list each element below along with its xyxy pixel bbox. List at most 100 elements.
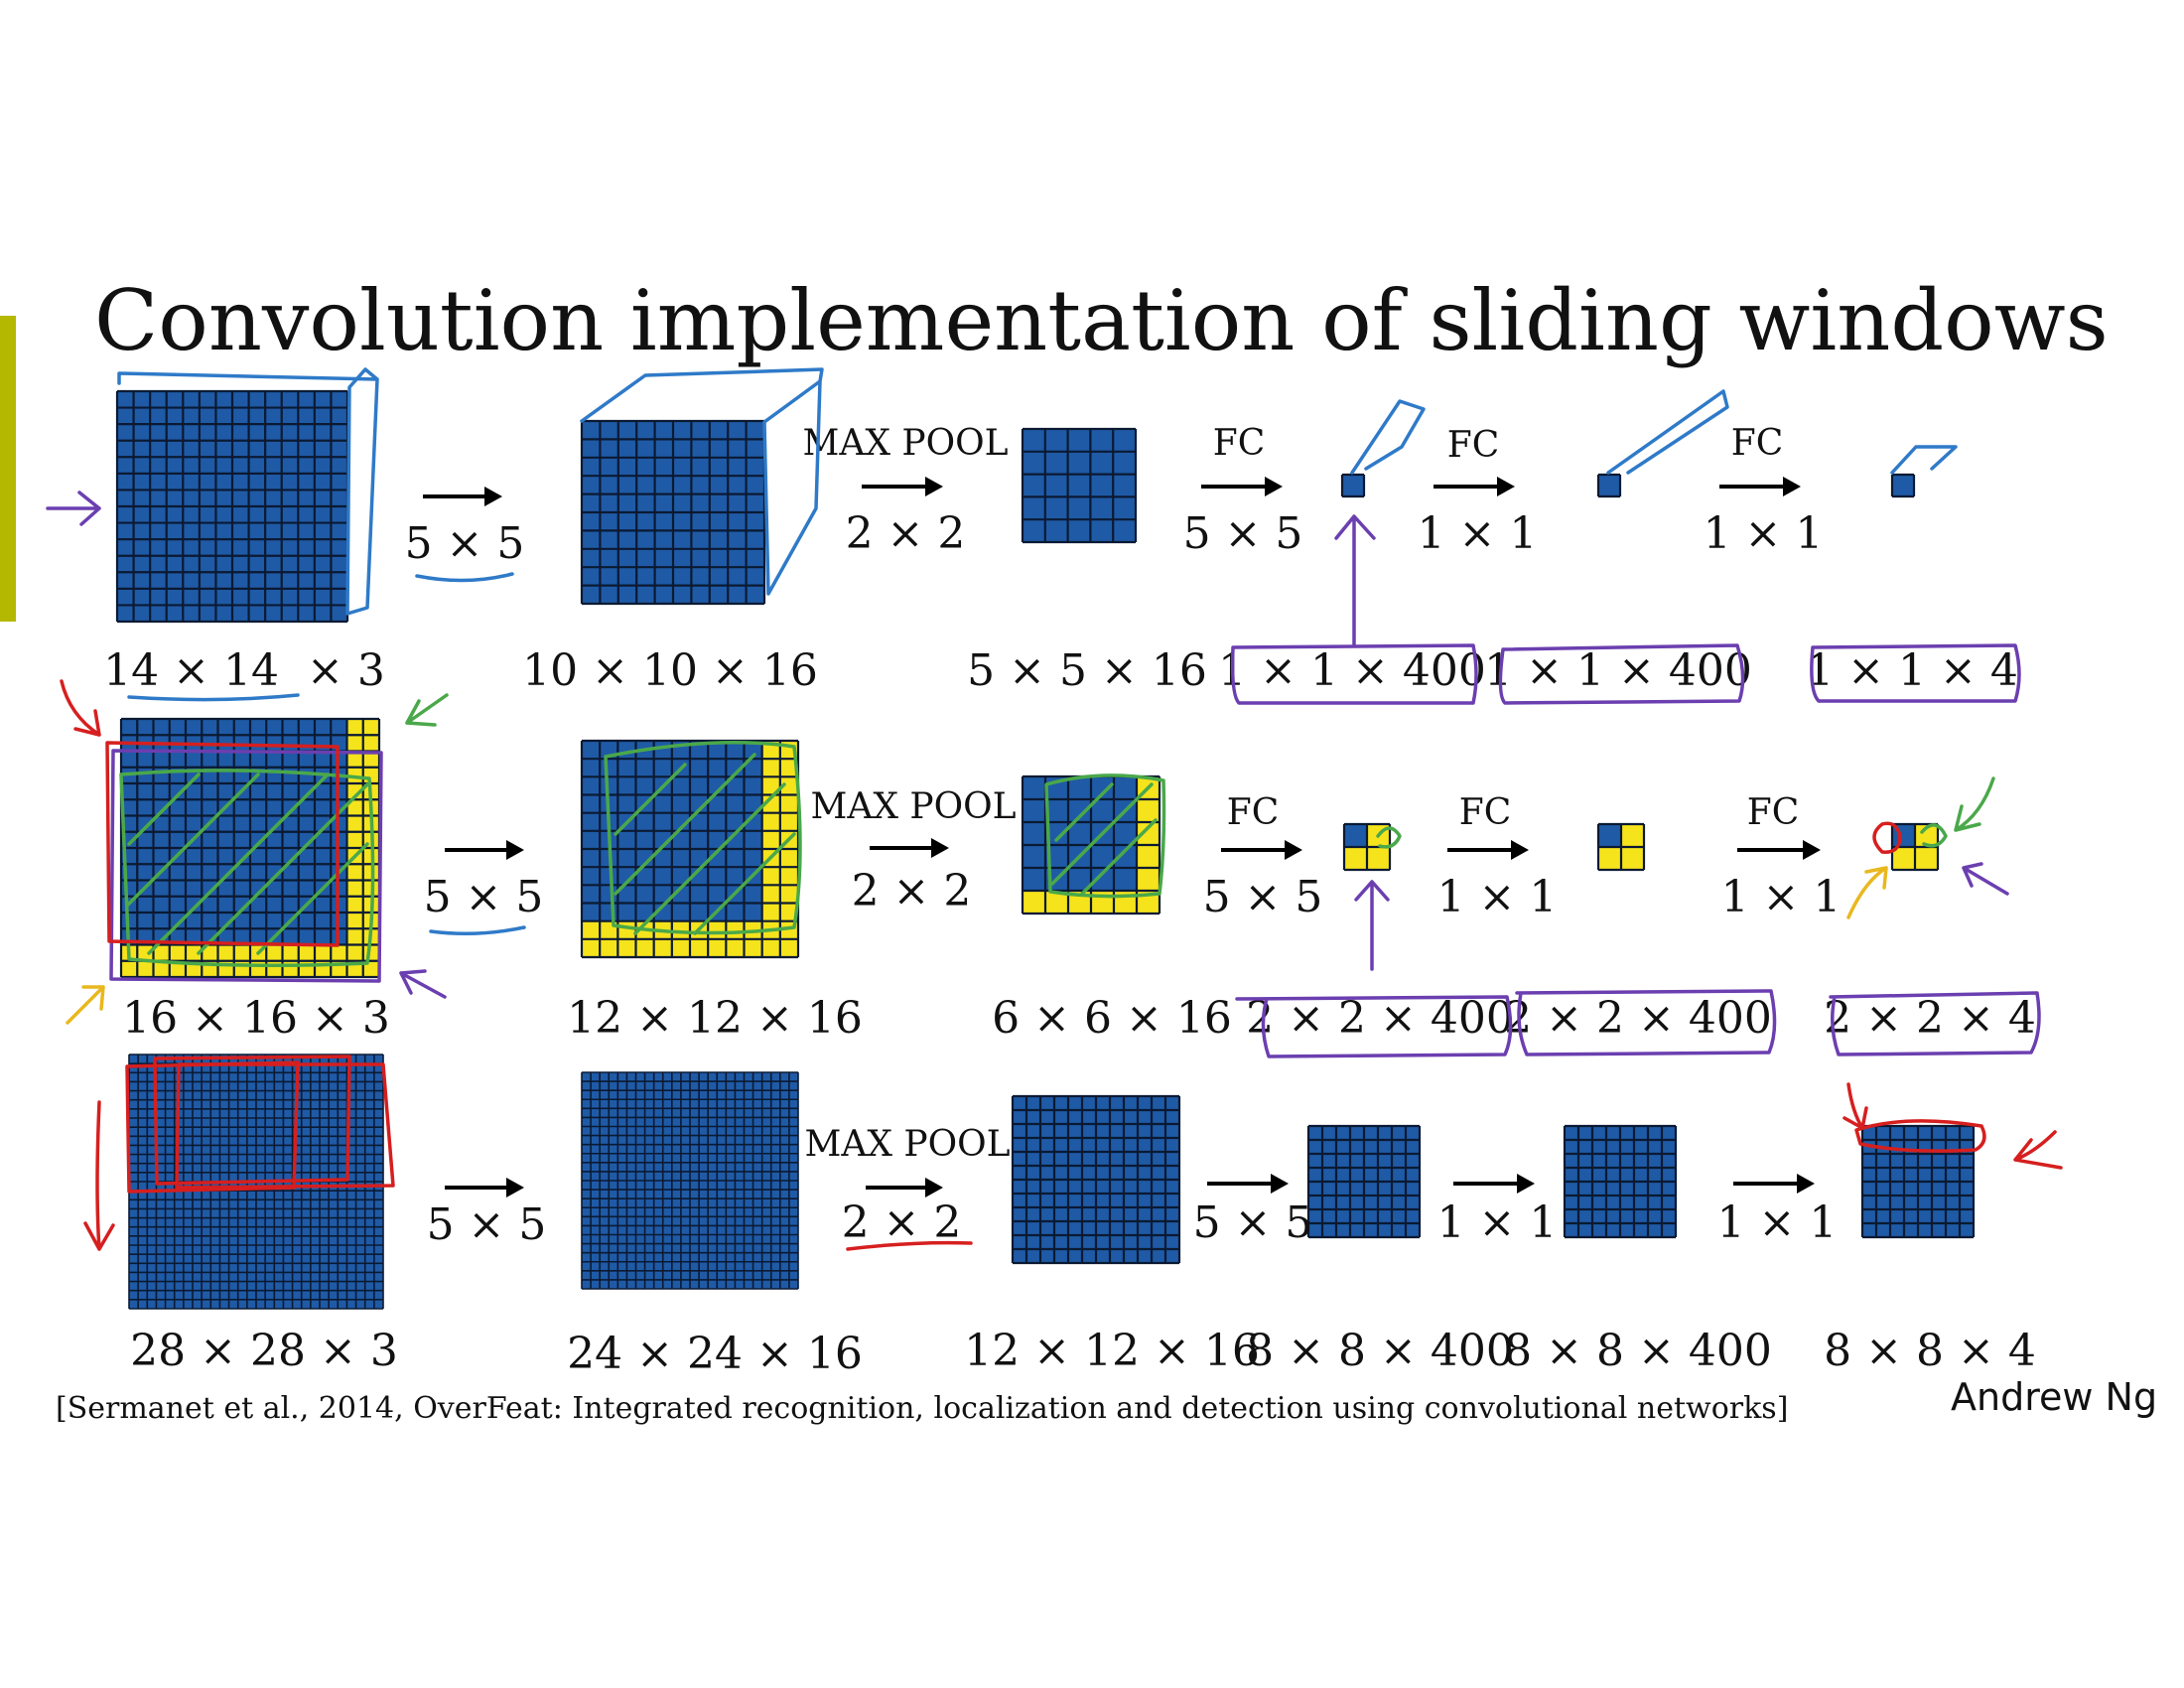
row2-op3-top: FC <box>1227 792 1280 833</box>
row1-pool-grid-fill <box>1023 429 1136 542</box>
row1-arrow-1 <box>423 487 502 506</box>
row3-conv-grid-gridlines <box>581 1071 799 1290</box>
row1-fc1-cell-fill <box>1342 475 1364 496</box>
green-outline-input <box>119 769 375 967</box>
row3-arrow-1 <box>445 1178 524 1197</box>
purple-arrow-row2-right <box>399 969 447 999</box>
row1-out-cell <box>1890 473 1916 498</box>
red-arrow-left-1 <box>60 679 101 737</box>
row1-conv-grid <box>580 419 766 606</box>
row1-op2-label: 2 × 2 <box>846 508 966 559</box>
green-outline-pool <box>1044 774 1166 899</box>
row1-op3-top: FC <box>1213 423 1266 464</box>
row3-out-grid-gridlines <box>1860 1124 1976 1239</box>
row3-arrow-4 <box>1453 1174 1535 1194</box>
row3-dim4: 8 × 8 × 400 <box>1246 1326 1514 1376</box>
row2-op2-top: MAX POOL <box>810 786 1016 827</box>
row1-arrow-3-head <box>1265 477 1283 496</box>
green-outline-conv <box>604 741 802 935</box>
row3-arrow-2 <box>866 1178 943 1197</box>
row1-op2-top: MAX POOL <box>802 423 1008 464</box>
row1-pool-grid-gridlines <box>1021 427 1138 544</box>
green-hatch-pool <box>1050 782 1158 896</box>
green-hatch-conv <box>614 753 796 935</box>
green-circle-2 <box>1920 823 1948 848</box>
row2-dim4: 2 × 2 × 400 <box>1246 993 1514 1044</box>
row1-op4-top: FC <box>1447 425 1500 466</box>
row2-dim5: 2 × 2 × 400 <box>1504 993 1772 1044</box>
green-circle-1 <box>1376 826 1402 849</box>
green-hatch-input <box>125 773 369 955</box>
red-windows-row3-c <box>175 1062 395 1190</box>
row1-dim6: 1 × 1 × 4 <box>1806 645 2018 696</box>
row3-arrow-5 <box>1733 1174 1815 1194</box>
row2-conv-grid <box>580 739 800 959</box>
row2-arrow-4-head <box>1511 840 1529 860</box>
row1-op3-label: 5 × 5 <box>1183 508 1303 559</box>
row1-out-cell-gridlines <box>1890 473 1916 498</box>
row2-arrow-4 <box>1447 840 1529 860</box>
row2-out-grid-gridlines <box>1890 822 1940 872</box>
row3-fc2-grid <box>1563 1124 1678 1239</box>
purple-arrow-left <box>46 491 101 526</box>
row2-dim3: 6 × 6 × 16 <box>992 993 1232 1044</box>
purple-box-2x2x4 <box>1829 991 2041 1056</box>
blue-cube-outline-1 <box>117 367 379 616</box>
row2-fc2-grid-gridlines <box>1596 822 1646 872</box>
row1-arrow-4-head <box>1497 477 1515 496</box>
red-arrow-output <box>1843 1082 1868 1130</box>
row1-dim5: 1 × 1 × 400 <box>1484 645 1752 696</box>
slide-title: Convolution implementation of sliding wi… <box>94 272 2109 369</box>
purple-outline-row2-input <box>109 749 383 983</box>
row1-input-grid-gridlines <box>115 389 349 624</box>
row2-fc1-grid <box>1342 822 1392 872</box>
row3-out-grid <box>1860 1124 1976 1239</box>
row3-op2-top: MAX POOL <box>804 1124 1010 1165</box>
red-outline-output <box>1854 1119 1986 1153</box>
red-arrow-down-row3 <box>83 1100 115 1251</box>
yellow-arrow-2 <box>1846 866 1888 919</box>
author-name: Andrew Ng <box>1951 1375 2157 1419</box>
row2-op5-label: 1 × 1 <box>1721 872 1842 922</box>
row2-op5-top: FC <box>1747 792 1800 833</box>
row3-fc2-grid-gridlines <box>1563 1124 1678 1239</box>
blue-underline-row2-5x5 <box>429 925 526 935</box>
row3-arrow-3 <box>1207 1174 1289 1194</box>
citation: [Sermanet et al., 2014, OverFeat: Integr… <box>56 1391 1788 1426</box>
row3-arrow-2-head <box>925 1178 943 1197</box>
purple-box-400-b <box>1498 643 1745 705</box>
green-arrow-1 <box>405 693 449 727</box>
row1-arrow-5 <box>1719 477 1801 496</box>
row1-fc2-cell-gridlines <box>1596 473 1622 498</box>
blue-sketch-1 <box>1350 399 1426 475</box>
row1-arrow-4 <box>1433 477 1515 496</box>
blue-cube-outline-2 <box>580 367 824 596</box>
row3-dim5: 8 × 8 × 400 <box>1504 1326 1772 1376</box>
blue-underline-5x5 <box>415 572 514 583</box>
row2-dim2: 12 × 12 × 16 <box>567 993 863 1044</box>
yellow-arrow-1 <box>66 985 105 1025</box>
red-outline-row2 <box>105 741 340 947</box>
row3-arrow-5-head <box>1797 1174 1815 1194</box>
purple-box-400-a <box>1230 643 1478 705</box>
purple-box-2x2x400-b <box>1515 989 1777 1056</box>
row1-op5-top: FC <box>1731 423 1784 464</box>
row1-pool-grid <box>1021 427 1138 544</box>
green-arrow-right <box>1954 776 1995 832</box>
row1-input-grid <box>115 389 349 624</box>
row1-fc1-cell-gridlines <box>1340 473 1366 498</box>
row1-fc2-cell <box>1596 473 1622 498</box>
row2-dim1: 16 × 16 × 3 <box>122 993 390 1044</box>
row3-op5-label: 1 × 1 <box>1717 1197 1838 1248</box>
row2-op4-top: FC <box>1459 792 1512 833</box>
row2-arrow-3-head <box>1285 840 1302 860</box>
row1-arrow-3 <box>1201 477 1283 496</box>
row1-conv-grid-gridlines <box>580 419 766 606</box>
row3-pool-grid <box>1011 1094 1181 1265</box>
row3-op3-label: 5 × 5 <box>1193 1197 1313 1248</box>
row3-arrow-4-head <box>1517 1174 1535 1194</box>
row2-conv-grid-gridlines <box>580 739 800 959</box>
row3-dim6: 8 × 8 × 4 <box>1824 1326 2036 1376</box>
row3-dim3: 12 × 12 × 16 <box>964 1326 1260 1376</box>
